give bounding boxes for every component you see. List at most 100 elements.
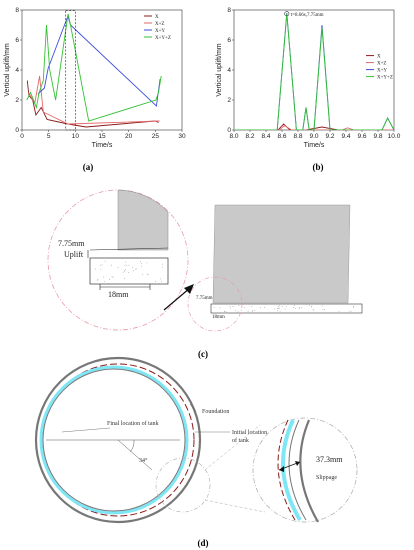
texture-dot xyxy=(247,310,249,312)
texture-dot xyxy=(225,311,227,313)
legend-entry: X xyxy=(377,55,381,60)
texture-dot xyxy=(277,308,278,309)
texture-dot xyxy=(274,308,276,310)
y-tick-label: 4 xyxy=(227,67,231,74)
x-tick-label: 15 xyxy=(98,133,106,140)
legend-entry: X+Y xyxy=(377,69,387,74)
texture-dot xyxy=(146,273,148,275)
texture-dot xyxy=(135,268,137,270)
final-location-leader xyxy=(61,427,111,433)
texture-dot xyxy=(160,278,161,280)
x-tick-label: 0 xyxy=(20,133,24,140)
width-value: 18mm xyxy=(108,290,129,299)
texture-dot xyxy=(311,306,313,308)
texture-dot xyxy=(109,279,111,280)
texture-dot xyxy=(312,309,314,310)
x-tick-label: 8.4 xyxy=(261,133,270,140)
zoom-final-ring xyxy=(288,419,307,521)
y-axis-label: Vertical uplift/mm xyxy=(216,43,223,96)
zoom-circle-small xyxy=(187,276,243,332)
series-line-x-y-z xyxy=(26,13,162,122)
uplift-label: Uplift xyxy=(64,250,84,259)
y-tick-label: 0 xyxy=(227,127,231,134)
small-width-value: 18mm xyxy=(212,315,225,320)
panel-d-label: (d) xyxy=(198,538,209,548)
texture-dot xyxy=(147,273,149,275)
slippage-value: 37.3mm xyxy=(316,455,343,464)
texture-dot xyxy=(251,311,253,313)
panel-b-label: (b) xyxy=(313,162,324,172)
texture-dot xyxy=(111,264,112,266)
texture-dot xyxy=(136,268,138,270)
zoom-initial-ring xyxy=(277,419,296,521)
texture-dot xyxy=(252,309,254,311)
x-tick-label: 10.0 xyxy=(388,133,401,140)
texture-dot xyxy=(301,307,303,309)
panel-a-chart: 0 5 10 15 20 25 30 0 2 4 6 8 Time/s Vertical uplift/m… xyxy=(4,7,186,149)
texture-dot xyxy=(224,311,226,312)
zoom-window-box xyxy=(65,10,76,131)
texture-dot xyxy=(277,310,278,312)
zoom-circle-d-large xyxy=(252,417,358,523)
series-line-x-y-z xyxy=(234,13,394,130)
foundation-slab xyxy=(89,257,169,285)
texture-dot xyxy=(124,261,126,263)
texture-dot xyxy=(281,306,283,308)
texture-dot xyxy=(117,267,119,269)
y-tick-label: 4 xyxy=(15,67,19,74)
zoom-cyan-band xyxy=(281,419,302,522)
texture-dot xyxy=(313,309,315,311)
panel-c-diagram: 7.75mm Uplift 18mm 7.75mm 18mm xyxy=(47,189,363,332)
y-tick-label: 2 xyxy=(227,97,231,104)
texture-dot xyxy=(122,271,124,273)
series-line-x-y xyxy=(234,12,394,130)
texture-dot xyxy=(278,305,280,307)
panel-d-diagram: 34° Final location of tank Foundation In… xyxy=(34,356,358,524)
texture-dot xyxy=(278,306,279,308)
legend-entry: X+Y+Z xyxy=(377,76,393,81)
texture-dot xyxy=(278,307,280,309)
y-axis-label: Vertical uplift/mm xyxy=(4,43,11,96)
texture-dot xyxy=(244,307,246,309)
texture-dot xyxy=(311,305,313,307)
y-tick-label: 6 xyxy=(15,37,19,44)
x-tick-label: 9.4 xyxy=(341,133,350,140)
texture-dot xyxy=(133,270,134,272)
texture-dot xyxy=(104,260,106,262)
x-tick-label: 8.8 xyxy=(293,133,302,140)
foundation-texture xyxy=(95,260,164,283)
series-line-x-z xyxy=(234,124,394,130)
texture-dot xyxy=(111,276,113,278)
angle-ray xyxy=(117,439,153,471)
texture-dot xyxy=(338,311,340,313)
x-tick-label: 30 xyxy=(178,133,186,140)
x-tick-label: 9.0 xyxy=(309,133,318,140)
texture-dot xyxy=(102,276,104,278)
legend-entry: X+Z xyxy=(377,62,387,67)
texture-dot xyxy=(322,309,324,310)
texture-dot xyxy=(124,278,125,279)
texture-dot xyxy=(235,310,236,311)
initial-location-label-2: of tank xyxy=(232,437,249,444)
zoom-arrow-head xyxy=(184,284,194,294)
texture-dot xyxy=(353,306,354,308)
texture-dot xyxy=(141,265,143,267)
texture-dot xyxy=(162,266,164,268)
x-axis-label: Time/s xyxy=(304,142,325,149)
texture-dot xyxy=(353,305,354,307)
x-axis-label: Time/s xyxy=(92,142,113,149)
series-line-x xyxy=(26,80,159,128)
zoom-foundation-ring xyxy=(299,419,319,523)
x-tick-label: 8.2 xyxy=(245,133,254,140)
y-tick-label: 8 xyxy=(15,7,19,14)
y-tick-label: 8 xyxy=(227,7,231,14)
legend-entry: X+Z xyxy=(155,22,165,27)
texture-dot xyxy=(140,261,142,263)
texture-dot xyxy=(284,308,286,310)
peak-annotation: t=8.66s,7.75mm xyxy=(291,13,324,18)
texture-dot xyxy=(264,307,266,308)
texture-dot xyxy=(251,306,253,308)
texture-dot xyxy=(294,304,295,306)
tank-wall-small xyxy=(212,204,351,304)
foundation-slab-small xyxy=(210,303,363,314)
